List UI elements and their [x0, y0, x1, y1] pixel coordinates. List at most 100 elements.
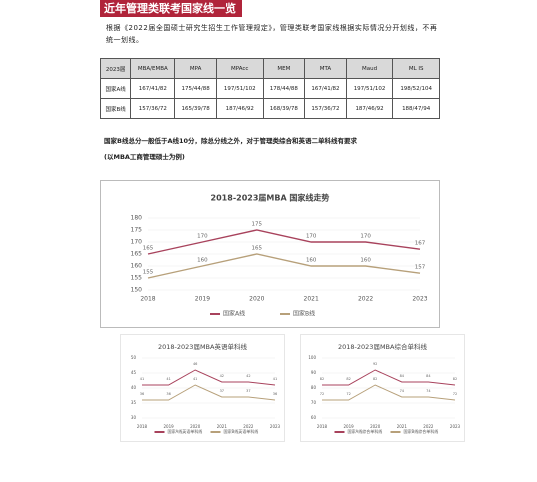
value-label: 36	[166, 392, 170, 396]
table-cell: 197/51/102	[215, 78, 264, 99]
table-cell: 165/39/78	[174, 98, 217, 119]
x-tick-label: 2023	[270, 424, 281, 429]
table-cell: 168/39/78	[262, 98, 306, 119]
value-label: 157	[415, 265, 426, 271]
y-tick-label: 50	[131, 355, 137, 360]
y-tick-label: 45	[131, 370, 137, 375]
value-label: 170	[197, 234, 208, 240]
legend-label: 国家B线	[293, 310, 315, 318]
x-tick-label: 2022	[243, 424, 254, 429]
series-line	[147, 253, 421, 279]
header-cell: Maud	[345, 58, 394, 79]
value-label: 155	[143, 270, 154, 276]
header-cell: MPA	[174, 58, 217, 79]
note-line: (以MBA工商管理硕士为例)	[104, 153, 185, 161]
value-label: 167	[415, 241, 426, 247]
x-tick-label: 2018	[317, 424, 328, 429]
x-tick-label: 2022	[358, 296, 373, 303]
x-tick-label: 2019	[195, 296, 210, 303]
x-tick-label: 2019	[344, 424, 355, 429]
header-cell: MTA	[304, 58, 347, 79]
header-cell: 2023届	[99, 58, 132, 79]
value-label: 92	[373, 362, 377, 366]
y-tick-label: 150	[131, 287, 143, 294]
x-tick-label: 2018	[140, 296, 155, 303]
note: 国家B线总分一般低于A线10分，除总分线之外，对于管理类综合和英语二单科线有要求…	[104, 133, 444, 165]
y-tick-label: 175	[131, 227, 143, 234]
table-row: 国家A线 167/41/82 175/44/88 197/51/102 178/44/8…	[99, 78, 440, 99]
x-tick-label: 2018	[137, 424, 148, 429]
table-cell: 187/46/92	[215, 98, 264, 119]
table-cell: 国家A线	[99, 78, 132, 99]
value-label: 41	[273, 377, 277, 381]
table-cell: 198/52/104	[392, 78, 440, 99]
chart-title: 2018-2023届MBA 国家线走势	[211, 193, 330, 203]
series-line	[147, 229, 421, 255]
x-tick-label: 2023	[450, 424, 461, 429]
value-label: 42	[246, 374, 250, 378]
y-tick-label: 60	[311, 415, 317, 420]
chart-title: 2018-2023届MBA英语单科线	[158, 342, 247, 351]
y-tick-label: 155	[131, 275, 143, 282]
chart: 2018-2023届MBA英语单科线 30 35 40 45 50 2018 2019 2020…	[120, 334, 285, 442]
value-label: 36	[273, 392, 277, 396]
value-label: 160	[197, 258, 208, 264]
y-tick-label: 40	[131, 385, 137, 390]
table-cell: 157/36/72	[130, 98, 176, 119]
value-label: 170	[306, 234, 317, 240]
x-tick-label: 2021	[397, 424, 408, 429]
value-label: 82	[453, 377, 457, 381]
y-tick-label: 165	[131, 251, 143, 258]
value-label: 74	[400, 389, 405, 393]
value-label: 84	[400, 374, 405, 378]
table-cell: 167/41/82	[304, 78, 347, 99]
y-tick-label: 70	[311, 400, 317, 405]
series-line	[322, 384, 456, 401]
table-cell: 157/36/72	[304, 98, 347, 119]
value-label: 72	[320, 392, 324, 396]
table-row: 国家B线 157/36/72 165/39/78 187/46/92 168/39/78…	[99, 98, 440, 119]
value-label: 160	[360, 258, 371, 264]
y-tick-label: 160	[131, 263, 143, 270]
y-tick-label: 180	[131, 215, 143, 222]
value-label: 82	[320, 377, 324, 381]
value-label: 82	[346, 377, 350, 381]
y-tick-label: 80	[311, 385, 317, 390]
header-cell: MEM	[262, 58, 306, 79]
y-tick-label: 100	[308, 355, 316, 360]
value-label: 72	[453, 392, 457, 396]
x-tick-label: 2019	[164, 424, 175, 429]
x-tick-label: 2023	[412, 296, 427, 303]
y-tick-label: 35	[131, 400, 137, 405]
value-label: 72	[346, 392, 350, 396]
table-cell: 188/47/94	[392, 98, 440, 119]
x-tick-label: 2020	[370, 424, 381, 429]
value-label: 82	[373, 377, 377, 381]
table-cell: 178/44/88	[262, 78, 306, 99]
value-label: 175	[252, 222, 263, 228]
chart-title: 2018-2023届MBA综合单科线	[338, 342, 427, 351]
value-label: 41	[140, 377, 144, 381]
value-label: 165	[143, 246, 154, 252]
legend-label: 国家A线英语单科线	[168, 428, 203, 434]
intro-text: 根据《2022届全国硕士研究生招生工作管理规定》，管理类联考国家线根据实际情况分…	[106, 24, 438, 44]
chart: 2018-2023届MBA 国家线走势150155160165170175180…	[100, 180, 440, 328]
x-tick-label: 2022	[423, 424, 434, 429]
value-label: 160	[306, 258, 317, 264]
table-cell: 175/44/88	[174, 78, 217, 99]
header-cell: MPAcc	[215, 58, 264, 79]
series-line	[322, 369, 456, 386]
value-label: 36	[140, 392, 144, 396]
y-tick-label: 30	[131, 415, 137, 420]
series-line	[142, 369, 276, 386]
legend-label: 国家B线综合单科线	[404, 428, 439, 434]
x-tick-label: 2020	[249, 296, 264, 303]
chart: 2018-2023届MBA综合单科线 60 70 80 90 100 2018 2019 202…	[300, 334, 465, 442]
value-label: 37	[220, 389, 224, 393]
header-row: 2023届 MBA/EMBA MPA MPAcc MEM MTA Maud ML IS	[99, 58, 440, 79]
note-line: 国家B线总分一般低于A线10分，除总分线之外，对于管理类综合和英语二单科线有要求	[104, 137, 358, 145]
value-label: 170	[360, 234, 371, 240]
y-tick-label: 170	[131, 239, 143, 246]
header-cell: MBA/EMBA	[130, 58, 176, 79]
header-cell: ML IS	[392, 58, 440, 79]
